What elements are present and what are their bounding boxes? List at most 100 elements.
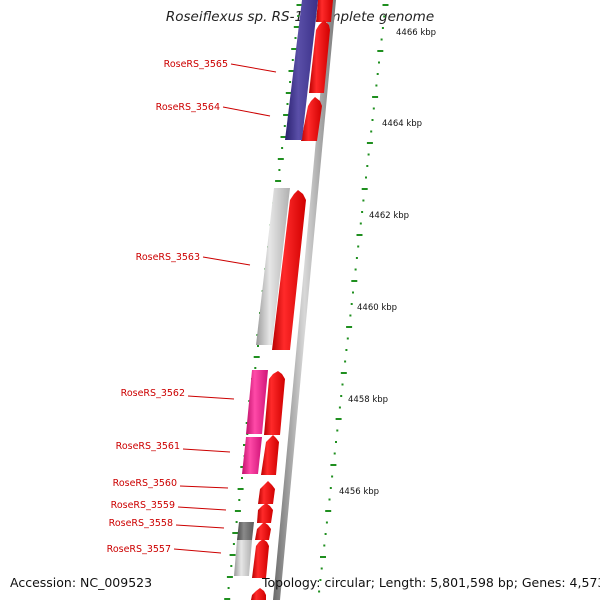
outer-ruler-tick [329,487,332,489]
outer-ruler-tick [383,15,386,18]
inner-ruler-tick [278,169,281,171]
outer-ruler-tick [380,38,383,41]
outer-ruler-tick [344,360,347,363]
gene-labels: RoseRS_3565 RoseRS_3564 RoseRS_3563 Rose… [107,59,277,555]
inner-ruler-tick [289,81,292,83]
gene-arrow-3563 [272,190,306,350]
inner-ruler-tick [235,521,238,523]
outer-ruler-tick [340,395,343,397]
leader-line-3562 [187,395,235,400]
outer-ruler-tick [328,498,331,501]
gene-arrow-3565 [309,20,330,93]
inner-ruler-tick [230,565,233,567]
inner-ruler-tick [229,554,236,556]
gene-label-3563: RoseRS_3563 [136,252,200,263]
leader-line-3559 [177,506,227,511]
inner-ruler-tick [281,147,284,149]
inner-ruler-tick [288,70,295,72]
inner-ruler-tick [224,598,231,600]
gene-arrow-3558 [255,522,271,540]
gene-label-3557: RoseRS_3557 [107,544,171,555]
outer-ruler-tick [346,337,349,340]
inner-ruler-tick [275,180,282,182]
outer-ruler-tick [325,521,328,524]
leader-line-3560 [179,485,229,489]
outer-ruler-tick [357,245,360,248]
inner-ruler-tick [293,26,300,28]
inner-ruler-tick [296,4,303,6]
cog-block-3563 [256,188,290,345]
inner-ruler-tick [254,367,257,369]
gene-label-3558: RoseRS_3558 [109,518,173,529]
outer-ruler-tick [355,257,358,259]
outer-ruler-tick [345,349,348,351]
gene-label-3560: RoseRS_3560 [113,478,177,489]
outer-ruler-tick [341,383,344,386]
cog-block-3561 [242,437,262,474]
outer-ruler-tick [375,84,378,87]
inner-ruler-tick [297,15,300,17]
inner-ruler-tick [253,356,260,358]
inner-ruler-tick [291,59,294,61]
gene-arrow-bottom [251,588,266,600]
leader-line-3561 [182,448,231,453]
gene-label-3564: RoseRS_3564 [156,102,220,113]
outer-ruler-tick [323,544,326,547]
ruler-label-4464: 4464 kbp [382,119,422,129]
outer-ruler-tick [372,96,379,98]
cog-block-purple [285,0,318,140]
outer-ruler-tick [325,510,332,512]
ruler-label-4460: 4460 kbp [357,303,397,313]
leader-line-3557 [173,548,222,554]
accession-label: Accession: NC_009523 [10,575,153,590]
outer-ruler-tick [346,326,353,328]
outer-ruler-tick [324,533,327,535]
outer-ruler-tick [381,27,384,29]
leader-line-3558 [175,524,225,529]
outer-ruler-tick [382,4,389,6]
inner-ruler-tick [237,488,244,490]
outer-ruler-tick [331,475,334,478]
gene-arrow-3561 [261,435,279,475]
outer-ruler-tick [354,268,357,271]
leader-line-3564 [222,106,271,117]
inner-ruler-tick [241,477,243,479]
outer-ruler-tick [362,199,365,202]
ruler-label-4458: 4458 kbp [348,395,388,405]
inner-ruler-tick [285,92,292,94]
gene-label-3561: RoseRS_3561 [116,441,180,452]
outer-ruler-tick [365,176,367,179]
gene-label-3565: RoseRS_3565 [164,59,228,70]
cog-track [234,0,318,576]
cog-block-3557 [234,540,252,576]
outer-ruler-tick [318,590,321,593]
leader-line-3565 [230,63,277,73]
outer-ruler-tick [367,153,370,156]
inner-ruler-tick [283,125,286,127]
ruler-label-4456: 4456 kbp [339,487,379,497]
inner-ruler-tick [286,103,289,105]
outer-ruler-tick [350,303,353,305]
gene-arrow-3560 [258,481,275,504]
cog-block-3562 [246,370,268,434]
gene-label-3562: RoseRS_3562 [121,388,185,399]
outer-ruler-tick [335,418,342,420]
outer-ruler-tick [320,567,323,570]
chromosome-backbone [273,0,336,600]
inner-ruler-tick [232,532,239,534]
gene-arrow-3565-top [316,0,333,22]
inner-ruler-tick [283,114,290,116]
gene-arrow-3557 [252,539,269,578]
outer-ruler-tick [370,130,373,133]
outer-ruler-tick [366,165,369,167]
outer-ruler-tick [359,222,362,225]
outer-ruler-tick [336,429,339,432]
inner-ruler-tick [280,136,287,138]
outer-ruler-tick [376,73,379,75]
inner-ruler-tick [232,543,235,545]
outer-ruler-tick [333,452,336,455]
outer-ruler-tick [319,579,322,581]
outer-ruler-tick [378,61,380,64]
